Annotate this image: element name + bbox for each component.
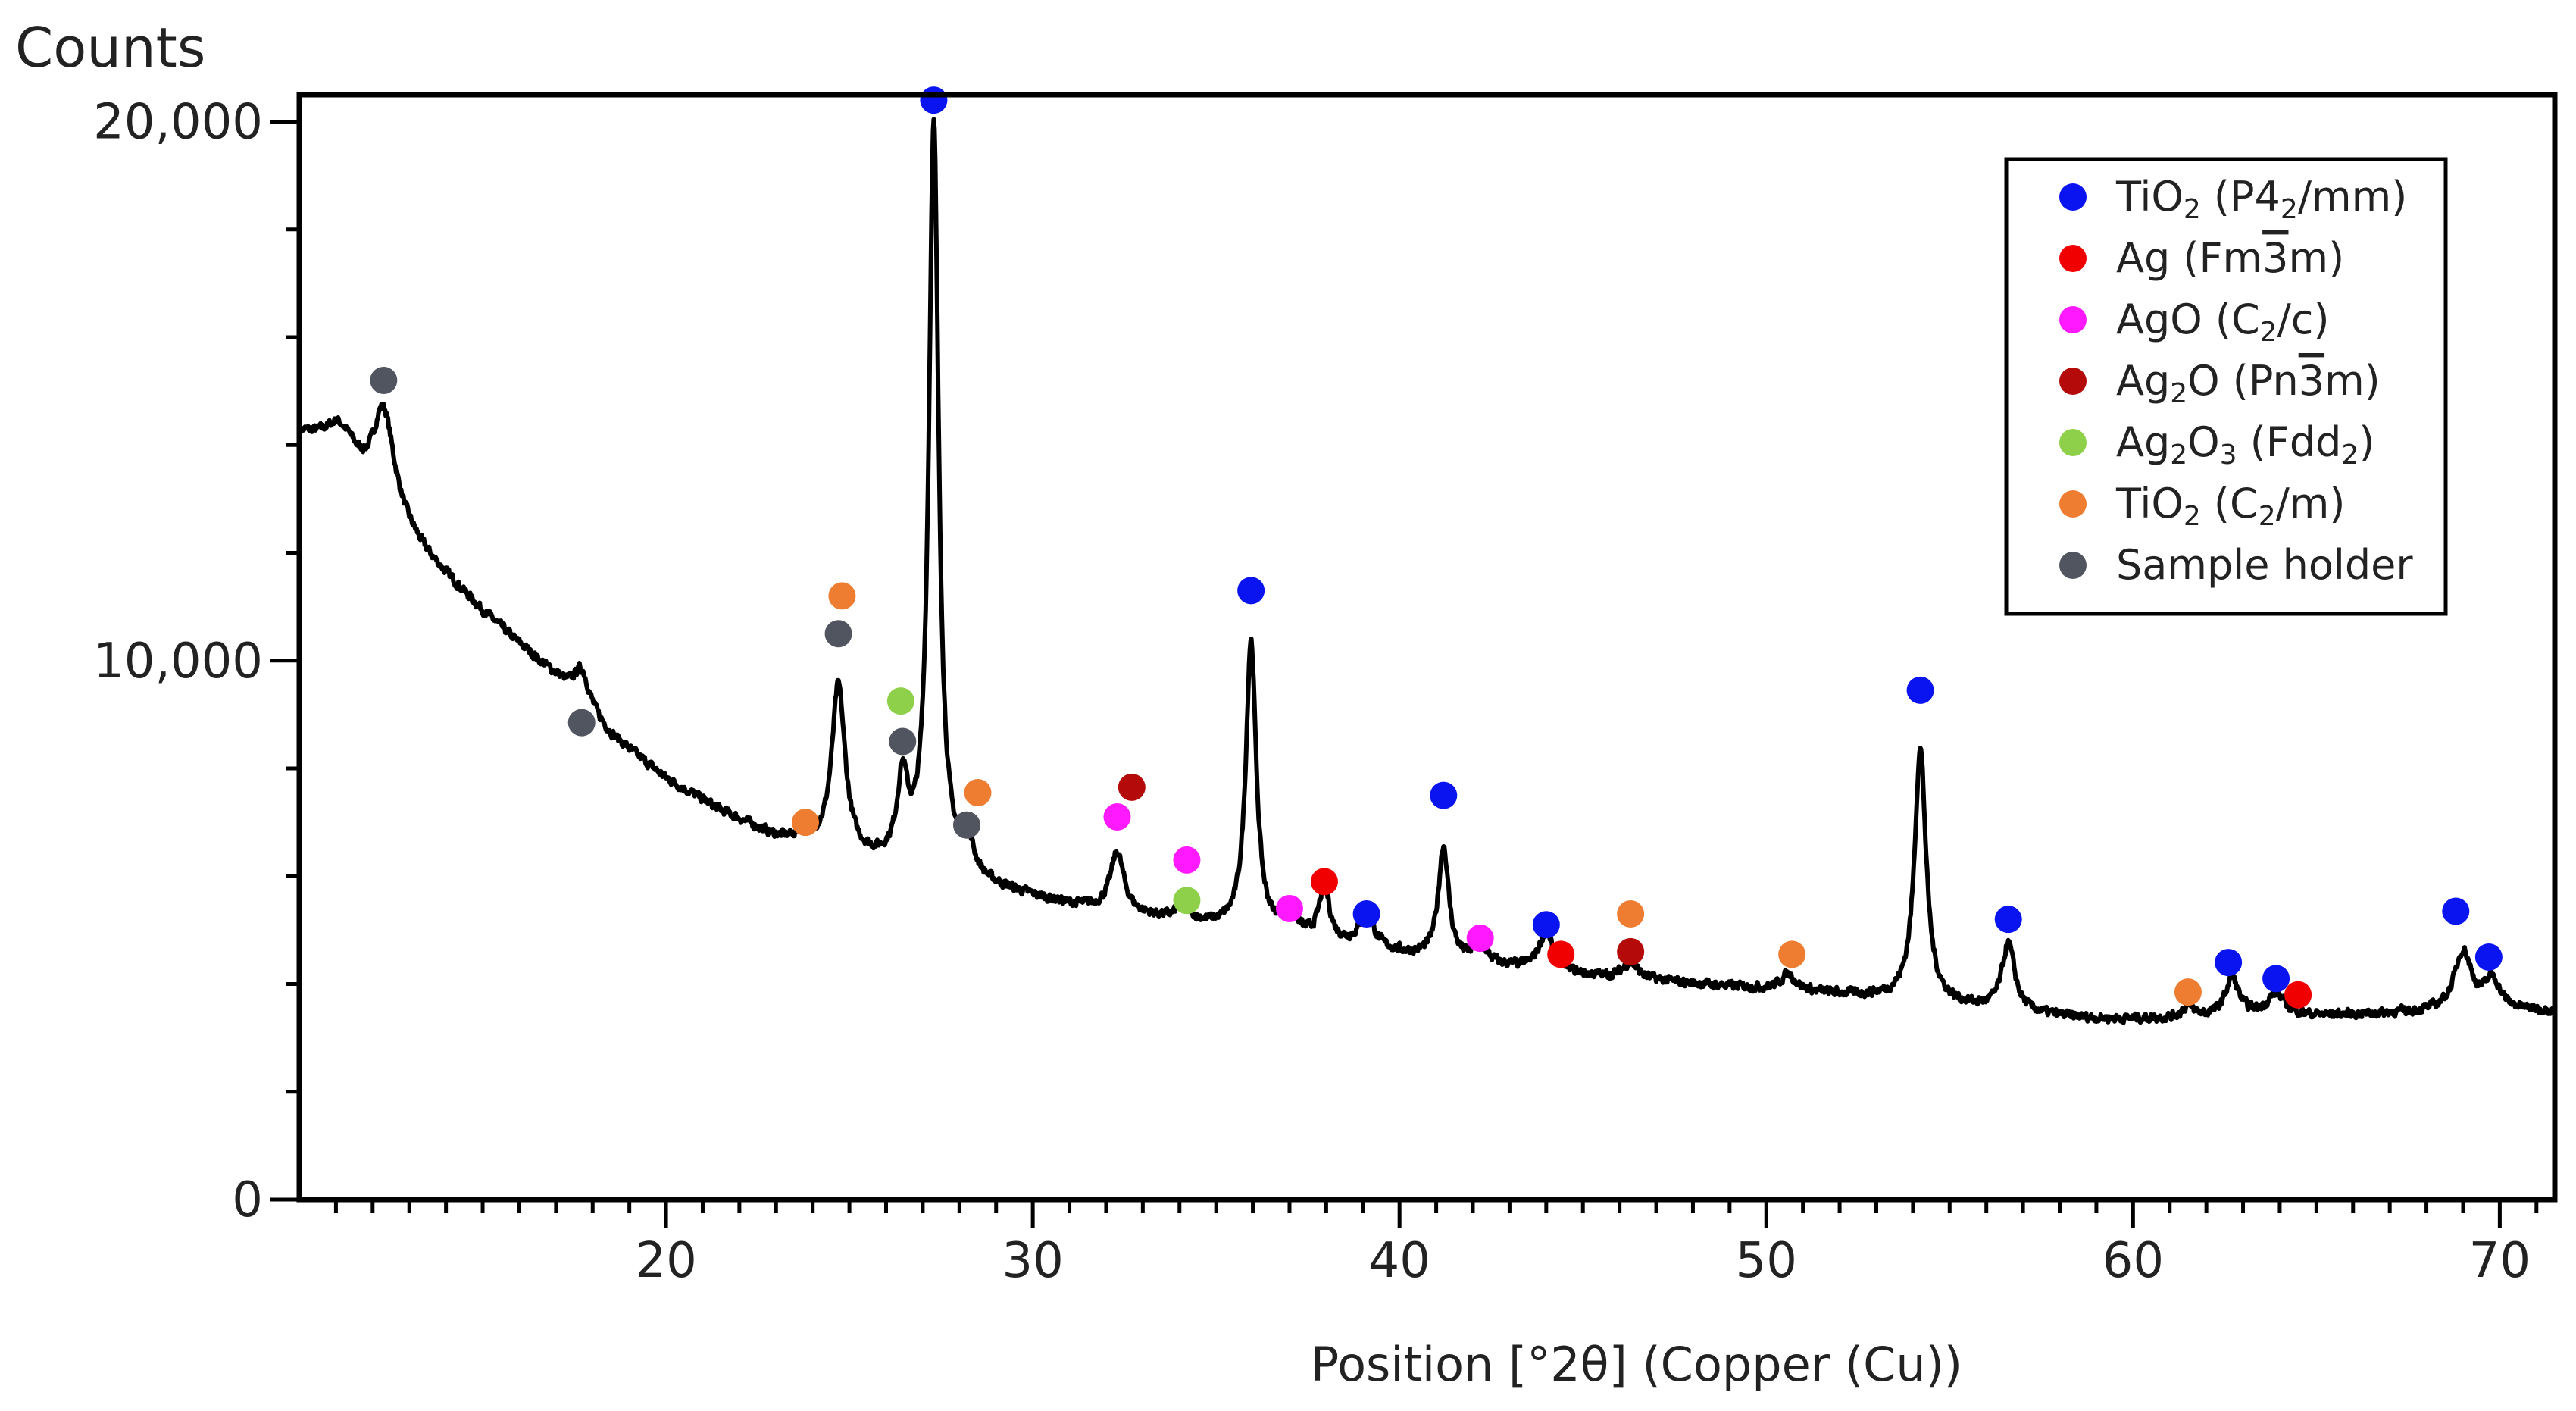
legend-label-holder: Sample holder [2116,541,2413,589]
phase-marker-ag [2284,981,2312,1009]
phase-marker-holder [889,727,917,756]
y-tick-label: 10,000 [93,634,263,690]
xrd-pattern-line [297,117,2557,1025]
phase-marker-tio2_b [1617,900,1645,928]
plot-frame [296,92,2558,1203]
legend: TiO2 (P42/mm) Ag (Fm3m) AgO (C2/c) Ag2O (Pn… [2004,157,2448,616]
phase-marker-tio2_anatase [1237,577,1265,605]
legend-label-ag2o: Ag2O (Pn3m) [2116,357,2381,409]
legend-label-tio2_anatase: TiO2 (P42/mm) [2115,173,2407,225]
legend-label-ago: AgO (C2/c) [2116,296,2330,348]
x-tick-label: 70 [2469,1233,2531,1289]
phase-marker-ag2o3 [886,687,914,715]
phase-marker-tio2_anatase [2474,943,2503,971]
phase-marker-ag2o [1118,773,1146,801]
phase-marker-tio2_anatase [2262,965,2290,993]
phase-marker-tio2_b [828,582,856,610]
x-tick-label: 60 [2102,1233,2164,1289]
y-axis-title: Counts [15,16,205,80]
legend-swatch-ag [2059,245,2087,272]
phase-marker-ag2o3 [1173,887,1201,915]
phase-marker-holder [952,811,980,839]
x-tick-label: 30 [1002,1233,1063,1289]
phase-marker-tio2_anatase [1994,906,2022,934]
phase-marker-tio2_b [2174,978,2202,1006]
phase-marker-tio2_anatase [1906,676,1934,704]
legend-swatch-tio2_b [2059,490,2087,518]
legend-label-tio2_b: TiO2 (C2/m) [2115,480,2345,532]
legend-swatch-ago [2059,306,2087,333]
legend-label-ag2o3: Ag2O3 (Fdd2) [2116,418,2374,471]
legend-swatch-holder [2059,552,2087,579]
phase-marker-tio2_anatase [920,86,948,114]
phase-marker-tio2_b [1778,940,1806,968]
y-axis: 0 10,000 20,000 [93,95,299,1228]
phase-marker-tio2_anatase [1352,900,1380,928]
phase-marker-tio2_anatase [2442,897,2470,925]
x-axis: 20 30 40 50 60 70 [333,1200,2539,1289]
y-tick-label: 0 [232,1172,263,1228]
phase-markers [370,86,2503,1009]
phase-marker-ago [1466,925,1494,953]
legend-swatch-tio2_anatase [2059,183,2087,211]
phase-marker-holder [824,620,852,648]
x-tick-label: 50 [1736,1233,1797,1289]
phase-marker-tio2_anatase [1430,781,1458,809]
x-axis-title: Position [°2θ] (Copper (Cu)) [1311,1337,1962,1392]
legend-swatch-ag2o3 [2059,429,2087,456]
phase-marker-holder [370,366,398,394]
phase-marker-ag [1547,940,1575,968]
x-tick-label: 20 [635,1233,696,1289]
x-tick-label: 40 [1368,1233,1430,1289]
legend-swatch-ag2o [2059,368,2087,395]
phase-marker-tio2_b [964,779,992,807]
legend-label-ag: Ag (Fm3m) [2116,234,2344,282]
phase-marker-ago [1275,894,1303,922]
phase-marker-tio2_anatase [1532,911,1560,939]
phase-marker-tio2_b [792,809,820,837]
phase-marker-ag2o [1617,937,1645,965]
phase-marker-ago [1103,803,1131,831]
phase-marker-ag [1310,868,1338,896]
phase-marker-holder [567,709,596,737]
phase-marker-tio2_anatase [2215,949,2243,977]
phase-marker-ago [1173,846,1201,874]
y-tick-label: 20,000 [93,95,263,151]
